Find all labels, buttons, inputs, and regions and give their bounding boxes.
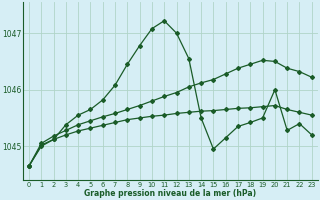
X-axis label: Graphe pression niveau de la mer (hPa): Graphe pression niveau de la mer (hPa) [84,189,256,198]
